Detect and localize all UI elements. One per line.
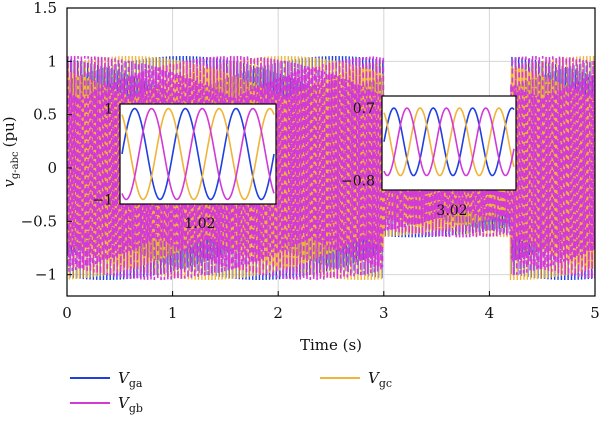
inset-series-gb xyxy=(383,107,515,177)
inset-layer: 1 −1 1.02 0.7 −0.8 3.02 xyxy=(92,95,517,232)
axes-layer: 0 1 2 3 4 5 −1 −0.5 0 0.5 1 1.5 xyxy=(21,0,600,322)
y-tick-label: 1 xyxy=(47,52,57,70)
y-axis-label-unit: (pu) xyxy=(0,116,18,147)
x-axis-label: Time (s) xyxy=(300,336,362,354)
x-tick-label: 3 xyxy=(379,304,389,322)
inset-1: 1 −1 1.02 xyxy=(92,102,277,232)
x-tick-label: 1 xyxy=(168,304,178,322)
inset-2: 0.7 −0.8 3.02 xyxy=(341,95,517,219)
legend-label: Vgb xyxy=(118,394,143,415)
inset-series-ga xyxy=(383,107,515,177)
legend-item-ga: Vga xyxy=(70,369,143,390)
legend-label: Vga xyxy=(118,369,143,390)
legend-item-gc: Vgc xyxy=(320,369,392,390)
inset-series-gb xyxy=(121,107,275,201)
inset-y-tick-label: −0.8 xyxy=(341,173,375,189)
legend: Vga Vgb Vgc xyxy=(70,369,392,415)
x-tick-label: 2 xyxy=(273,304,283,322)
y-tick-label: −0.5 xyxy=(21,212,57,230)
plot-frame xyxy=(66,7,596,297)
y-tick-label: −1 xyxy=(35,266,57,284)
inset-y-tick-label: 0.7 xyxy=(353,101,375,117)
x-tick-label: 5 xyxy=(590,304,600,322)
inset-y-tick-label: 1 xyxy=(104,102,113,118)
x-tick-label: 4 xyxy=(485,304,495,322)
inset-y-tick-label: −1 xyxy=(92,192,113,208)
inset-series-ga xyxy=(121,107,275,201)
svg-text:vg-abc(pu): vg-abc (pu) xyxy=(0,116,21,187)
y-axis-label-subscript: g-abc xyxy=(10,151,21,179)
inset-series-gc xyxy=(121,107,275,201)
inset-x-tick-label: 3.02 xyxy=(436,203,467,219)
y-tick-label: 0 xyxy=(47,159,57,177)
y-tick-label: 1.5 xyxy=(33,0,57,17)
y-axis-label: vg-abc (pu) xyxy=(0,116,21,187)
x-tick-label: 0 xyxy=(62,304,72,322)
legend-item-gb: Vgb xyxy=(70,394,143,415)
legend-label: Vgc xyxy=(368,369,392,390)
inset-x-tick-label: 1.02 xyxy=(184,216,215,232)
y-tick-label: 0.5 xyxy=(33,106,57,124)
y-axis-label-symbol: v xyxy=(0,179,18,188)
